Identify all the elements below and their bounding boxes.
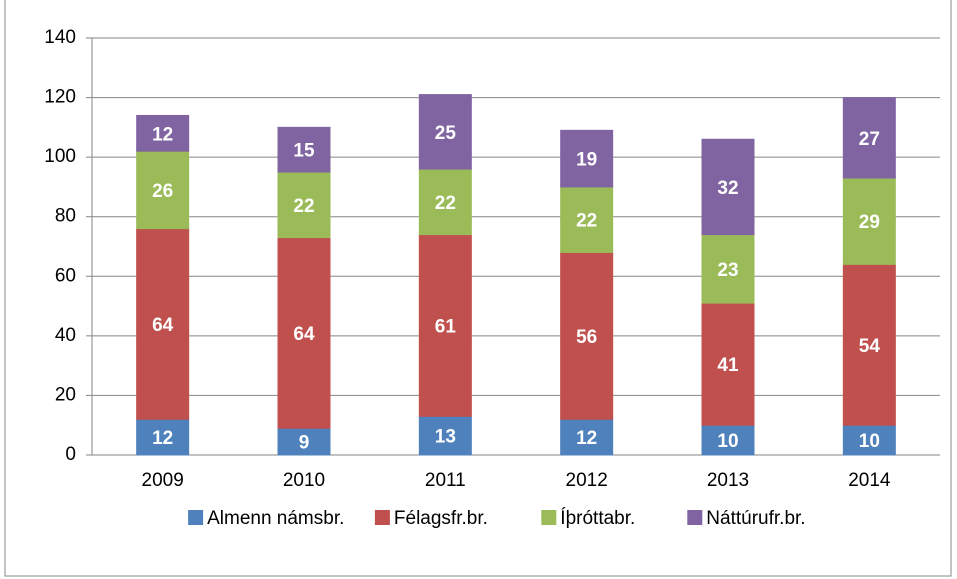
bar-segment xyxy=(842,263,896,426)
x-tick-label: 2011 xyxy=(425,470,466,491)
bar-segment xyxy=(277,427,331,456)
bar-segment xyxy=(418,234,472,417)
x-tick-label: 2014 xyxy=(848,470,891,491)
value-label: 13 xyxy=(435,427,456,448)
legend-label: Náttúrufr.br. xyxy=(706,508,805,529)
bar-segment xyxy=(136,114,190,152)
value-label: 12 xyxy=(152,124,173,145)
bar-segment xyxy=(277,126,331,173)
value-label: 56 xyxy=(576,327,597,348)
value-label: 22 xyxy=(435,193,456,214)
x-tick-label: 2013 xyxy=(707,470,749,491)
legend-label: Íþróttabr. xyxy=(560,508,635,529)
value-label: 19 xyxy=(576,150,597,171)
value-label: 10 xyxy=(717,431,738,452)
legend-label: Almenn námsbr. xyxy=(207,508,344,529)
value-label: 54 xyxy=(859,336,881,357)
value-label: 41 xyxy=(717,355,739,376)
value-label: 22 xyxy=(293,196,314,217)
value-label: 9 xyxy=(299,433,310,454)
y-tick-label: 120 xyxy=(44,87,76,108)
x-tick-label: 2012 xyxy=(566,470,608,491)
legend-swatch xyxy=(374,510,390,525)
value-label: 32 xyxy=(717,178,738,199)
bar-segment xyxy=(136,150,190,230)
bar-segment xyxy=(842,177,896,265)
y-tick-label: 140 xyxy=(44,27,76,48)
value-label: 29 xyxy=(859,212,880,233)
value-label: 12 xyxy=(576,428,597,449)
bar-segment xyxy=(560,418,614,456)
y-tick-label: 80 xyxy=(55,206,76,227)
legend-swatch xyxy=(541,510,557,525)
chart-frame xyxy=(4,0,952,577)
y-tick-label: 20 xyxy=(55,384,76,405)
y-tick-label: 0 xyxy=(65,444,76,465)
value-label: 23 xyxy=(717,260,738,281)
value-label: 61 xyxy=(435,316,457,337)
y-tick-label: 60 xyxy=(55,265,76,286)
value-label: 26 xyxy=(152,181,173,202)
value-label: 64 xyxy=(293,324,315,345)
legend-swatch xyxy=(188,510,204,525)
bar-segment xyxy=(560,129,614,188)
legend-label: Félagsfr.br. xyxy=(394,508,488,529)
bar-segment xyxy=(136,228,190,420)
bar-segment xyxy=(418,94,472,170)
bar-segment xyxy=(701,302,755,426)
bar-segment xyxy=(842,97,896,179)
value-label: 22 xyxy=(576,211,597,232)
x-tick-label: 2009 xyxy=(142,470,184,491)
bar-segment xyxy=(701,138,755,236)
x-tick-label: 2010 xyxy=(283,470,325,491)
bar-segment xyxy=(277,171,331,239)
value-label: 15 xyxy=(293,141,315,162)
bar-segment xyxy=(418,168,472,236)
value-label: 27 xyxy=(859,129,880,150)
legend-swatch xyxy=(687,510,703,525)
y-tick-label: 100 xyxy=(44,146,76,167)
bar-segment xyxy=(560,251,614,420)
bar-segment xyxy=(277,237,331,429)
value-label: 64 xyxy=(152,315,174,336)
value-label: 12 xyxy=(152,428,173,449)
bar-segment xyxy=(701,234,755,304)
value-label: 25 xyxy=(435,123,457,144)
value-label: 10 xyxy=(859,431,880,452)
y-tick-label: 40 xyxy=(55,325,76,346)
